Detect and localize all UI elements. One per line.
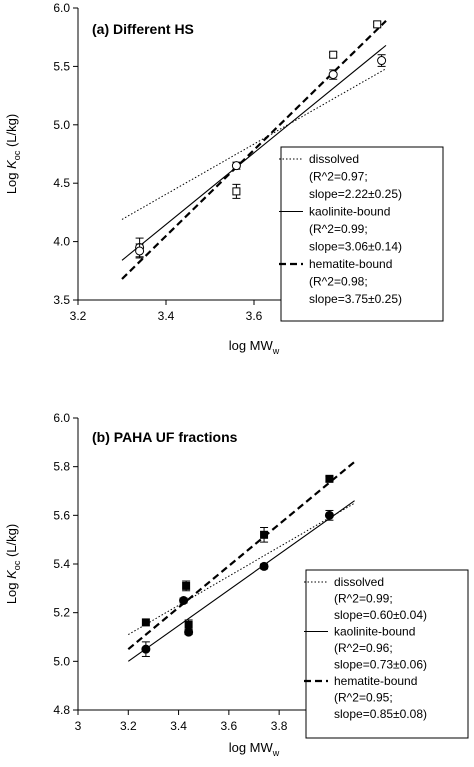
chart-2-y-tick-label: 5.6	[53, 508, 70, 522]
chart-1-legend-entry: kaolinite-bound	[309, 205, 390, 219]
chart-2-point-kaolinite-bound	[324, 510, 334, 520]
chart-1-y-tick-label: 6.0	[53, 1, 70, 15]
chart-1-point-hematite-bound	[373, 20, 382, 29]
chart-2-title: (b) PAHA UF fractions	[92, 429, 238, 445]
chart-2-point-hematite-bound	[260, 530, 269, 539]
chart-2-legend-entry: (R^2=0.99;	[334, 592, 393, 606]
chart-1-legend-entry: (R^2=0.99;	[309, 222, 368, 236]
chart-1-x-tick-label: 3.2	[70, 309, 87, 323]
chart-2-point-hematite-bound	[182, 581, 191, 590]
chart-1-legend-box	[280, 146, 444, 322]
chart-1-point-dissolved	[377, 56, 387, 66]
chart-2-legend-entry: (R^2=0.96;	[334, 641, 393, 655]
chart-2-point-kaolinite-bound	[259, 561, 269, 571]
chart-2-point-dissolved	[179, 596, 189, 605]
chart-2-y-tick-label: 4.8	[53, 703, 70, 717]
chart-2-legend-entry: slope=0.60±0.04)	[334, 608, 427, 622]
chart-2-x-axis-label: log MWw	[229, 740, 280, 758]
chart-2-y-tick-label: 5.0	[53, 654, 70, 668]
chart-1-title: (a) Different HS	[92, 21, 194, 37]
chart-2-point-hematite-bound	[184, 620, 193, 629]
chart-2-y-axis-label: Log Koc (L/kg)	[4, 524, 22, 604]
chart-1-y-tick-label: 5.5	[53, 59, 70, 73]
chart-1-legend-entry: slope=3.06±0.14)	[309, 240, 402, 254]
chart-1-legend-entry: slope=3.75±0.25)	[309, 292, 402, 306]
chart-1-y-tick-label: 5.0	[53, 118, 70, 132]
chart-1-legend-entry: (R^2=0.98;	[309, 275, 368, 289]
chart-2-legend-entry: dissolved	[334, 575, 384, 589]
chart-2-y-tick-label: 5.4	[53, 557, 70, 571]
chart-1-point-dissolved	[328, 70, 338, 80]
chart-1-legend-entry: (R^2=0.97;	[309, 170, 368, 184]
chart-2-fit-line-hematite-bound	[127, 460, 356, 651]
chart-2-x-tick-label: 3.8	[271, 719, 288, 733]
chart-2-legend-entry: slope=0.85±0.08)	[334, 707, 427, 721]
chart-1-x-tick-label: 3.6	[246, 309, 263, 323]
chart-2-point-hematite-bound	[325, 474, 334, 483]
chart-1-x-tick-label: 3.4	[158, 309, 175, 323]
chart-1-y-axis-label: Log Koc (L/kg)	[4, 114, 22, 194]
chart-2-fit-line-kaolinite-bound	[127, 500, 355, 662]
chart-1-legend-entry: hematite-bound	[309, 257, 392, 271]
chart-1-y-tick-label: 4.5	[53, 176, 70, 190]
chart-1-point-dissolved	[231, 161, 241, 171]
chart-2-y-tick-label: 5.8	[53, 460, 70, 474]
chart-2-point-kaolinite-bound	[141, 644, 151, 654]
chart-2-x-tick-label: 3.6	[221, 719, 238, 733]
chart-1-point-kaolinite-bound	[135, 246, 145, 256]
chart-2-legend-entry: (R^2=0.95;	[334, 691, 393, 705]
chart-2-y-tick-label: 6.0	[53, 411, 70, 425]
chart-2-legend-box	[305, 569, 469, 739]
chart-1-legend-entry: slope=2.22±0.25)	[309, 187, 402, 201]
chart-1-point-hematite-bound	[232, 187, 241, 196]
chart-2-x-tick-label: 3	[75, 719, 82, 733]
chart-2-y-tick-label: 5.2	[53, 606, 70, 620]
chart-2-legend-entry: kaolinite-bound	[334, 625, 415, 639]
chart-1-fit-line-hematite-bound	[121, 20, 387, 280]
chart-1-fit-line-kaolinite-bound	[121, 44, 387, 261]
chart-2-fit-line-dissolved	[128, 502, 355, 635]
chart-1-legend-entry: dissolved	[309, 152, 359, 166]
chart-1-point-hematite-bound	[329, 50, 338, 59]
chart-2-legend-entry: hematite-bound	[334, 674, 417, 688]
chart-2-legend-entry: slope=0.73±0.06)	[334, 658, 427, 672]
chart-2-x-tick-label: 3.4	[170, 719, 187, 733]
chart-1-y-tick-label: 3.5	[53, 293, 70, 307]
chart-2-point-hematite-bound	[141, 618, 150, 627]
chart-1-x-axis-label: log MWw	[229, 338, 280, 356]
chart-2-x-tick-label: 3.2	[120, 719, 137, 733]
chart-1-y-tick-label: 4.0	[53, 235, 70, 249]
chart-1-fit-line-dissolved	[121, 68, 387, 220]
